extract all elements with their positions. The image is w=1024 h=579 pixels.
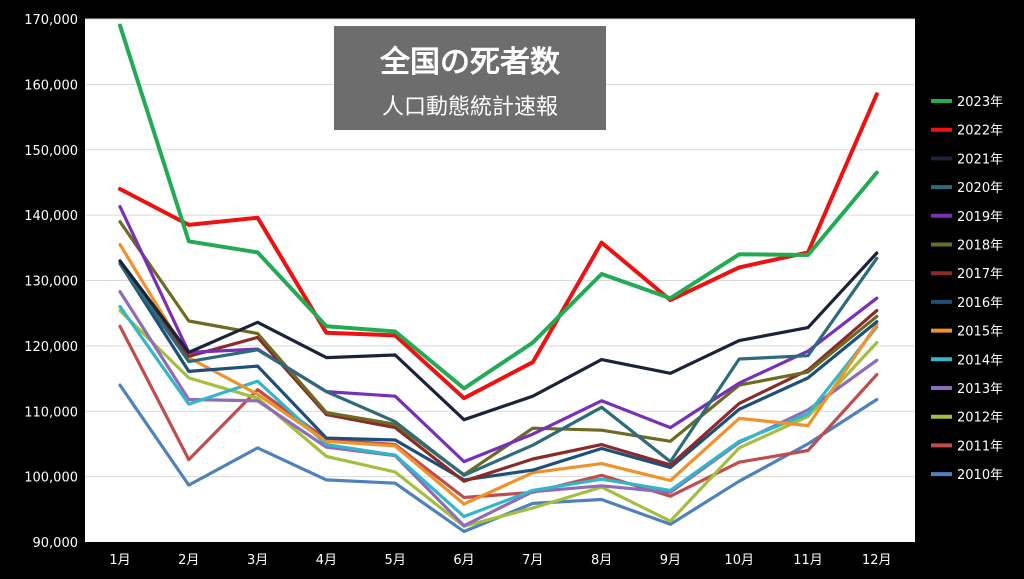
legend-label: 2011年	[957, 439, 1003, 454]
series-line	[118, 251, 879, 422]
legend: 2023年 2022年 2021年 2020年 2019年 2018年 2017年 2016年…	[931, 95, 1003, 483]
y-tick-label: 100,000	[24, 471, 78, 486]
y-tick-label: 160,000	[24, 78, 78, 93]
legend-label: 2014年	[957, 353, 1003, 368]
x-tick-label: 1月	[109, 553, 130, 568]
series-line	[118, 23, 879, 391]
legend-label: 2017年	[957, 267, 1003, 282]
legend-label: 2016年	[957, 296, 1003, 311]
x-tick-label: 3月	[247, 553, 268, 568]
x-tick-label: 4月	[316, 553, 337, 568]
y-tick-label: 110,000	[24, 405, 78, 420]
y-axis: 90,000 100,000 110,000 120,000 130,000 140,00…	[24, 13, 78, 551]
y-tick-label: 130,000	[24, 275, 78, 290]
title-background	[334, 26, 606, 130]
legend-label: 2019年	[957, 210, 1003, 225]
title-box: 全国の死者数 人口動態統計速報	[334, 26, 606, 130]
x-tick-label: 10月	[724, 553, 754, 568]
y-tick-label: 140,000	[24, 209, 78, 224]
series-line	[118, 259, 879, 483]
x-tick-label: 2月	[178, 553, 199, 568]
series-line	[118, 309, 879, 528]
legend-label: 2021年	[957, 152, 1003, 167]
chart-subtitle: 人口動態統計速報	[382, 95, 558, 120]
legend-label: 2012年	[957, 411, 1003, 426]
series-line	[118, 205, 879, 464]
series-line	[118, 92, 879, 401]
x-tick-label: 12月	[862, 553, 892, 568]
series-line	[118, 305, 879, 519]
legend-label: 2020年	[957, 181, 1003, 196]
y-tick-label: 120,000	[24, 340, 78, 355]
series-line	[118, 256, 879, 477]
series-layer	[118, 23, 879, 534]
legend-label: 2023年	[957, 95, 1003, 110]
x-tick-label: 6月	[453, 553, 474, 568]
legend-label: 2010年	[957, 468, 1003, 483]
legend-label: 2015年	[957, 325, 1003, 340]
x-tick-label: 8月	[591, 553, 612, 568]
x-tick-label: 9月	[660, 553, 681, 568]
legend-label: 2018年	[957, 239, 1003, 254]
x-tick-label: 11月	[793, 553, 823, 568]
y-tick-label: 90,000	[33, 536, 79, 551]
chart-title: 全国の死者数	[379, 45, 561, 80]
y-tick-label: 150,000	[24, 144, 78, 159]
legend-label: 2022年	[957, 124, 1003, 139]
legend-label: 2013年	[957, 382, 1003, 397]
x-tick-label: 7月	[522, 553, 543, 568]
y-tick-label: 170,000	[24, 13, 78, 28]
series-line	[118, 242, 879, 506]
x-axis: 1月 2月 3月 4月 5月 6月 7月 8月 9月 10月 11月 12月	[109, 553, 891, 568]
series-line	[118, 261, 879, 482]
series-line	[118, 220, 879, 477]
x-tick-label: 5月	[385, 553, 406, 568]
